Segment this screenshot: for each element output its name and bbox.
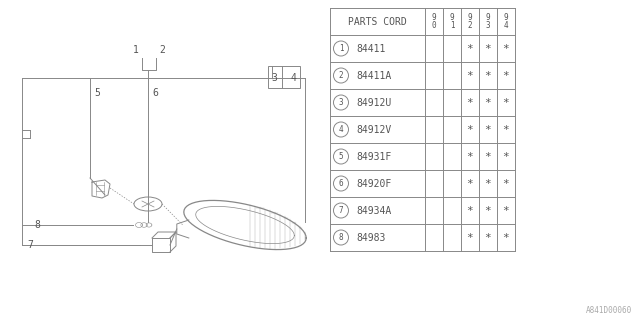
Text: 7: 7 [339,206,343,215]
Text: *: * [467,179,474,188]
Text: 4: 4 [504,21,508,30]
Text: 9: 9 [504,13,508,22]
Text: *: * [484,179,492,188]
Text: 84931F: 84931F [356,151,391,162]
Text: *: * [502,70,509,81]
Text: PARTS CORD: PARTS CORD [348,17,407,27]
Text: *: * [484,205,492,215]
Text: *: * [502,98,509,108]
Text: 9: 9 [468,13,472,22]
Text: 84920F: 84920F [356,179,391,188]
Bar [268,66,300,88]
Text: *: * [502,124,509,134]
Text: 4: 4 [290,73,296,83]
Text: *: * [467,70,474,81]
Text: 9: 9 [432,13,436,22]
Text: A841D00060: A841D00060 [586,306,632,315]
Text: 2: 2 [159,45,165,55]
Text: 5: 5 [94,88,100,98]
Text: *: * [467,233,474,243]
Text: *: * [502,151,509,162]
Text: 0: 0 [432,21,436,30]
Text: *: * [467,151,474,162]
Text: 7: 7 [27,240,33,250]
Text: *: * [484,124,492,134]
Text: *: * [502,205,509,215]
Text: 2: 2 [339,71,343,80]
Text: *: * [484,98,492,108]
Text: *: * [467,124,474,134]
Text: 3: 3 [271,73,277,83]
Text: *: * [467,98,474,108]
Text: *: * [484,233,492,243]
Text: 1: 1 [450,21,454,30]
Text: 84934A: 84934A [356,205,391,215]
Text: 84912U: 84912U [356,98,391,108]
Text: *: * [502,179,509,188]
Text: 8: 8 [34,220,40,230]
Text: 1: 1 [339,44,343,53]
Text: *: * [467,205,474,215]
Text: 8: 8 [339,233,343,242]
Text: *: * [502,233,509,243]
Text: 84411A: 84411A [356,70,391,81]
Text: 84411: 84411 [356,44,385,53]
Text: 5: 5 [339,152,343,161]
Text: 9: 9 [486,13,490,22]
Text: 3: 3 [486,21,490,30]
Text: 9: 9 [450,13,454,22]
Text: 1: 1 [133,45,139,55]
Text: 6: 6 [152,88,158,98]
Text: *: * [484,44,492,53]
Text: 4: 4 [339,125,343,134]
Text: 84983: 84983 [356,233,385,243]
Text: 2: 2 [468,21,472,30]
Text: 84912V: 84912V [356,124,391,134]
Text: *: * [467,44,474,53]
Text: *: * [502,44,509,53]
Text: 6: 6 [339,179,343,188]
Text: *: * [484,70,492,81]
Text: *: * [484,151,492,162]
Text: 3: 3 [339,98,343,107]
